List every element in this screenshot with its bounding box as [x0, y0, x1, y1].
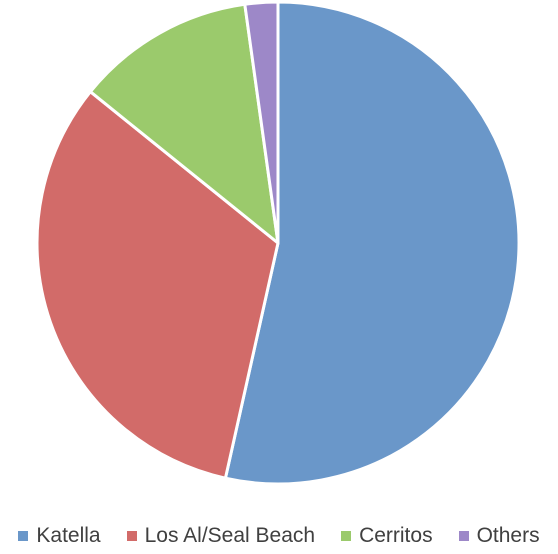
- legend-swatch-others: [458, 531, 469, 541]
- legend-swatch-katella: [18, 531, 29, 541]
- legend-item-others: Others: [458, 524, 540, 548]
- pie-slice-others: [243, 0, 280, 245]
- pie-slice-los-al-seal-beach: [35, 90, 280, 480]
- legend-item-los-al-seal-beach: Los Al/Seal Beach: [126, 524, 316, 548]
- legend-label-cerritos: Cerritos: [359, 524, 433, 547]
- legend-label-los-al-seal-beach: Los Al/Seal Beach: [144, 524, 316, 547]
- legend-swatch-cerritos: [341, 531, 352, 541]
- pie-slice-katella: [223, 0, 521, 486]
- pie-slice-cerritos: [88, 2, 280, 245]
- legend-swatch-los-al-seal-beach: [126, 531, 137, 541]
- legend-label-others: Others: [476, 524, 540, 547]
- legend-item-cerritos: Cerritos: [341, 524, 433, 548]
- pie-slices: [35, 0, 521, 486]
- legend-label-katella: Katella: [36, 524, 101, 547]
- legend-item-katella: Katella: [18, 524, 101, 548]
- pie-chart: [35, 0, 521, 486]
- legend: Katella Los Al/Seal Beach Cerritos Other…: [0, 522, 558, 550]
